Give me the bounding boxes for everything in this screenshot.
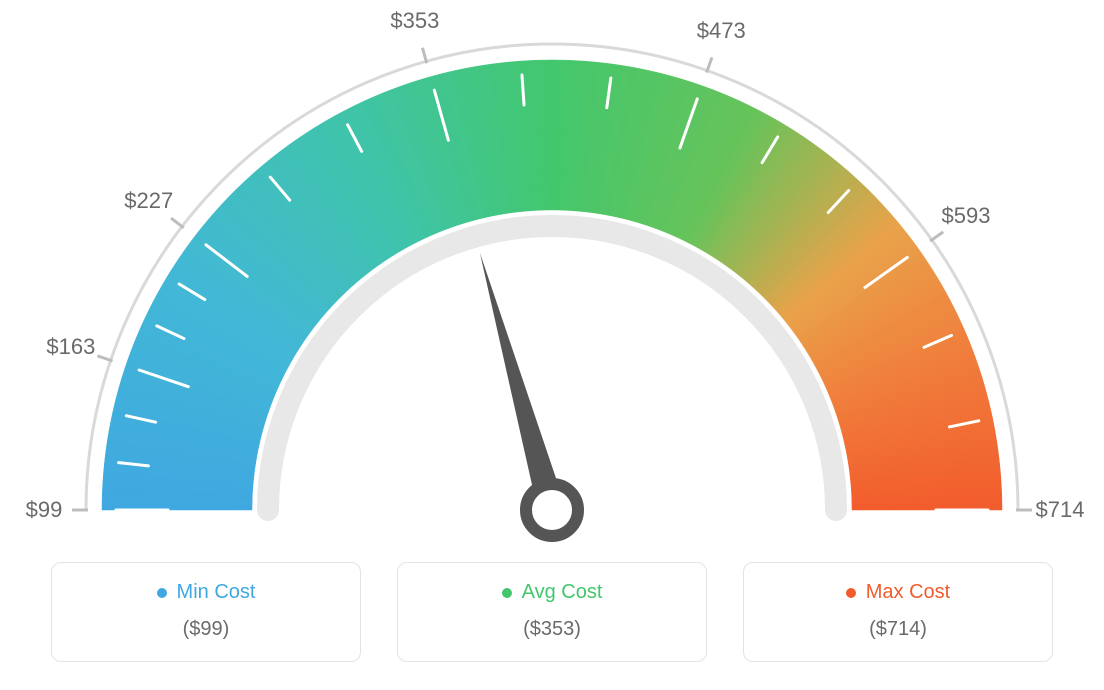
- legend-card-avg: Avg Cost ($353): [397, 562, 707, 662]
- legend-title-label: Max Cost: [866, 581, 950, 604]
- gauge-tick-label: $593: [942, 203, 991, 229]
- legend-title-max: Max Cost: [846, 581, 950, 604]
- legend-card-max: Max Cost ($714): [743, 562, 1053, 662]
- gauge-tick-label: $227: [124, 188, 173, 214]
- legend-card-min: Min Cost ($99): [51, 562, 361, 662]
- gauge-tick-label: $714: [1036, 497, 1085, 523]
- legend-value-avg: ($353): [408, 618, 696, 641]
- cost-gauge-widget: $99 $163 $227 $353 $473 $593 $714 Min Cost ($9…: [0, 0, 1104, 690]
- legend-title-min: Min Cost: [157, 581, 256, 604]
- gauge-tick-label: $353: [390, 8, 439, 34]
- gauge-tick-label: $473: [697, 18, 746, 44]
- legend-value-min: ($99): [62, 618, 350, 641]
- gauge-area: $99 $163 $227 $353 $473 $593 $714: [0, 0, 1104, 560]
- legend-value-max: ($714): [754, 618, 1042, 641]
- dot-icon: [502, 588, 512, 598]
- legend-row: Min Cost ($99) Avg Cost ($353) Max Cost …: [50, 562, 1054, 662]
- legend-title-avg: Avg Cost: [502, 581, 603, 604]
- legend-title-label: Min Cost: [177, 581, 256, 604]
- gauge-tick-label: $99: [26, 497, 63, 523]
- gauge-tick-label: $163: [46, 334, 95, 360]
- gauge-svg: [0, 0, 1104, 560]
- dot-icon: [157, 588, 167, 598]
- dot-icon: [846, 588, 856, 598]
- legend-title-label: Avg Cost: [522, 581, 603, 604]
